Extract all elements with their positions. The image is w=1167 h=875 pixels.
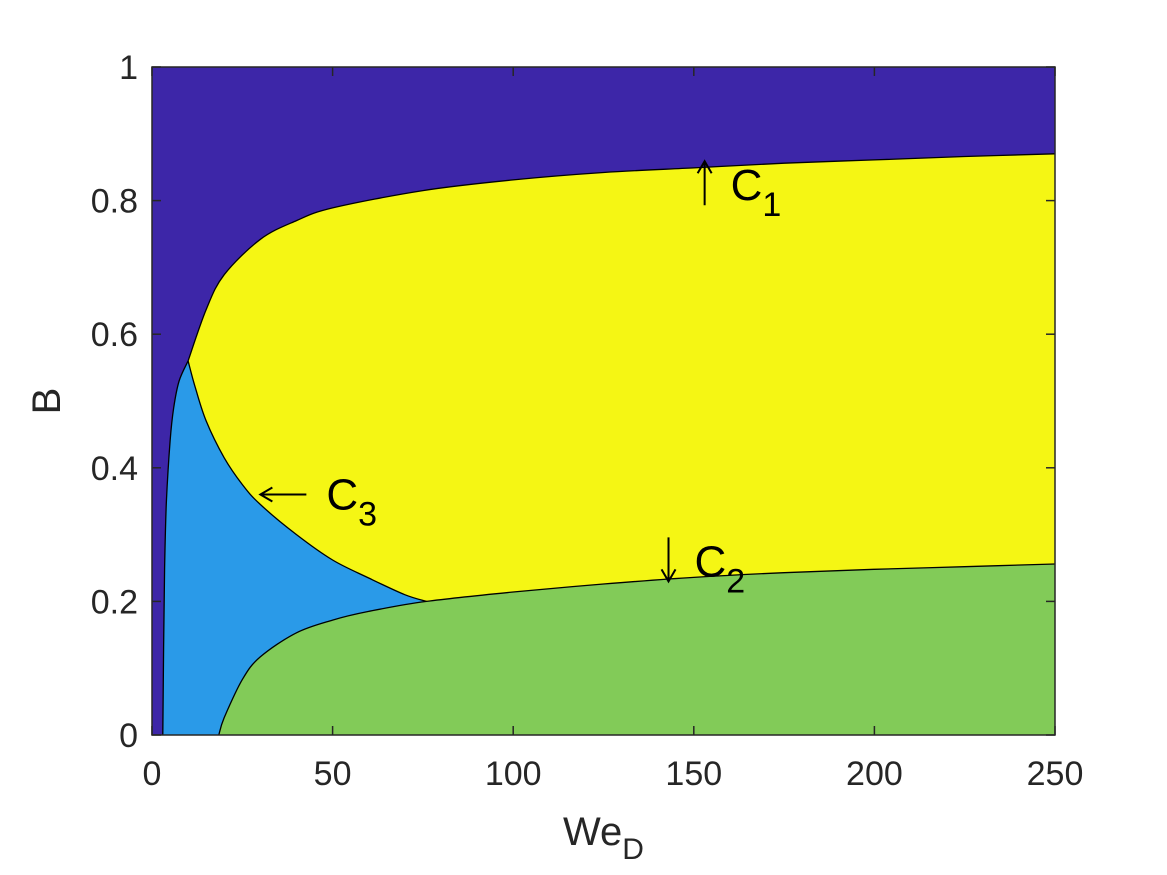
curve-c1: [187, 153, 1056, 362]
x-tick-label: 100: [485, 755, 542, 793]
y-tick-label: 0.8: [91, 183, 138, 221]
y-tick-label: 0.6: [91, 316, 138, 354]
annotations: C1 C2 C3: [258, 159, 782, 600]
x-tick-label: 150: [665, 755, 722, 793]
y-tick-label: 0.4: [91, 450, 138, 488]
x-tick-label: 0: [143, 755, 162, 793]
y-tick-label: 1: [119, 49, 138, 87]
arrow-left-icon: [258, 486, 307, 503]
x-axis-label-sub: D: [622, 833, 644, 866]
ticks: 0 50 100 150 200 250 0 0.2 0.4 0.6 0.8 1: [91, 49, 1084, 793]
annotation-c2: C2: [660, 537, 746, 600]
arrow-down-icon: [660, 537, 677, 584]
y-axis-label: B: [25, 388, 69, 415]
boundaries: [162, 153, 1056, 736]
x-tick-label: 250: [1027, 755, 1084, 793]
middle-region: [188, 153, 1056, 602]
annotation-label: C3: [326, 471, 377, 534]
regions: [152, 67, 1056, 735]
axis-box: [151, 66, 1056, 736]
curve-left-boundary: [162, 360, 189, 736]
x-axis-label-main: We: [563, 810, 622, 854]
curve-c2: [218, 563, 1056, 736]
y-tick-label: 0: [119, 717, 138, 755]
annotation-c3: C3: [258, 471, 377, 534]
x-axis-label: WeD: [563, 810, 644, 866]
lower-region: [218, 564, 1056, 735]
annotation-label: C2: [695, 537, 746, 600]
left-region: [162, 360, 427, 735]
annotation-c1: C1: [696, 159, 782, 224]
curve-c3: [187, 360, 427, 603]
y-tick-label: 0.2: [91, 583, 138, 621]
x-tick-label: 200: [846, 755, 903, 793]
arrow-up-icon: [696, 159, 713, 206]
x-tick-label: 50: [314, 755, 352, 793]
annotation-label: C1: [731, 161, 782, 224]
